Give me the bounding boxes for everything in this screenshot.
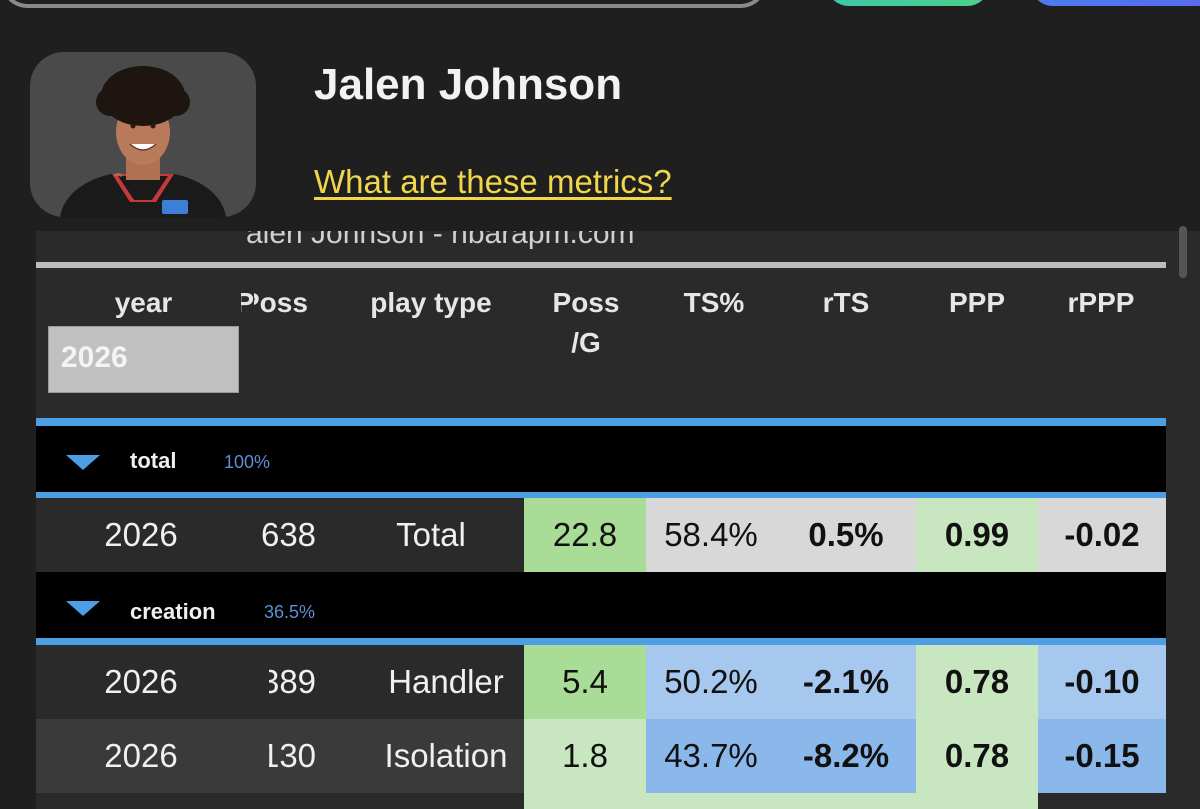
cell-year: 2026 bbox=[66, 645, 216, 719]
cell-play-type: Handler bbox=[356, 645, 536, 719]
col-header-year[interactable]: year bbox=[76, 283, 211, 323]
group-label: total bbox=[130, 448, 176, 474]
cell-ppp: 0.78 bbox=[916, 645, 1038, 719]
table-row-partial bbox=[36, 793, 1166, 809]
group-percent: 36.5% bbox=[264, 602, 315, 623]
cell-year: 2026 bbox=[66, 719, 216, 793]
col-header-ts[interactable]: TS% bbox=[664, 283, 764, 323]
col-header-rts[interactable]: rTS bbox=[792, 283, 900, 323]
group-divider bbox=[36, 638, 1166, 645]
cell-rppp: -0.10 bbox=[1038, 645, 1166, 719]
cell-poss-g bbox=[524, 793, 646, 809]
group-percent: 100% bbox=[224, 452, 270, 473]
cell-rts: 0.5% bbox=[776, 498, 916, 572]
table-row: 2026 389 Handler 5.4 50.2% -2.1% 0.78 -0… bbox=[36, 645, 1166, 719]
cell-rppp: -0.02 bbox=[1038, 498, 1166, 572]
search-bar[interactable] bbox=[0, 0, 768, 8]
scrollbar-thumb[interactable] bbox=[1179, 226, 1187, 278]
cell-play-type: Isolation bbox=[356, 719, 536, 793]
group-row-creation[interactable]: creation 36.5% bbox=[36, 572, 1166, 638]
cell-ts: 50.2% bbox=[646, 645, 776, 719]
cell-poss-g: 22.8 bbox=[524, 498, 646, 572]
group-row-total[interactable]: total 100% bbox=[36, 426, 1166, 492]
cell-year: 2026 bbox=[66, 498, 216, 572]
triangle-down-icon[interactable] bbox=[66, 601, 100, 616]
cell-ts bbox=[646, 793, 1038, 809]
cell-poss-g: 5.4 bbox=[524, 645, 646, 719]
cell-play-type: Total bbox=[356, 498, 506, 572]
group-label: creation bbox=[130, 599, 216, 625]
cell-rts: -8.2% bbox=[776, 719, 916, 793]
cell-ts: 58.4% bbox=[646, 498, 776, 572]
cell-ts: 43.7% bbox=[646, 719, 776, 793]
col-header-play-type[interactable]: play type bbox=[366, 283, 496, 323]
cell-poss: 389 bbox=[241, 645, 336, 719]
col-header-rppp[interactable]: rPPP bbox=[1048, 283, 1154, 323]
group-divider bbox=[36, 418, 1166, 426]
cell-poss: 638 bbox=[241, 498, 336, 572]
cell-ppp: 0.78 bbox=[916, 719, 1038, 793]
header-divider bbox=[36, 262, 1166, 268]
player-headshot bbox=[30, 52, 256, 217]
cell-poss-g: 1.8 bbox=[524, 719, 646, 793]
triangle-down-icon[interactable] bbox=[66, 455, 100, 470]
table-side-panel bbox=[1166, 231, 1200, 809]
table-row: 2026 638 Total 22.8 58.4% 0.5% 0.99 -0.0… bbox=[36, 498, 1166, 572]
table-watermark: alen Johnson - nbarapm.com bbox=[246, 231, 635, 251]
cell-rppp: -0.15 bbox=[1038, 719, 1166, 793]
col-header-poss[interactable]: PPoss bbox=[241, 283, 331, 323]
cell-poss: 130 bbox=[241, 719, 336, 793]
col-header-ppp[interactable]: PPP bbox=[924, 283, 1030, 323]
top-button-blue[interactable] bbox=[1030, 0, 1200, 6]
table-row: 2026 130 Isolation 1.8 43.7% -8.2% 0.78 … bbox=[36, 719, 1166, 793]
cell-ppp: 0.99 bbox=[916, 498, 1038, 572]
cell-rts: -2.1% bbox=[776, 645, 916, 719]
metrics-help-link[interactable]: What are these metrics? bbox=[314, 163, 672, 201]
playtype-table: alen Johnson - nbarapm.com year PPoss pl… bbox=[36, 231, 1166, 809]
player-name: Jalen Johnson bbox=[314, 60, 622, 110]
top-button-green[interactable] bbox=[826, 0, 990, 6]
col-header-poss-g[interactable]: Poss /G bbox=[536, 283, 636, 363]
year-filter-input[interactable]: 2026 bbox=[48, 326, 239, 393]
